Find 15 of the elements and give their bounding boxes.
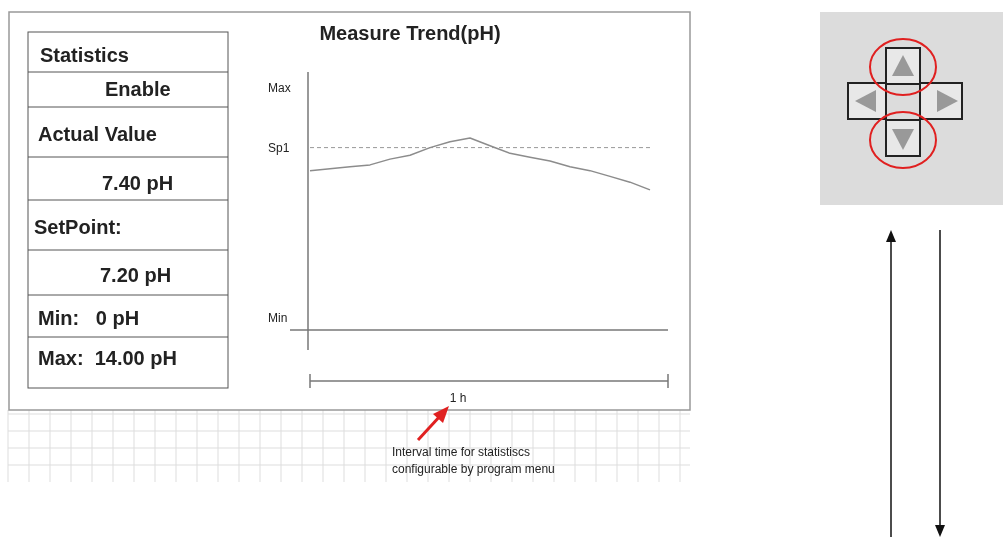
text: configurable by program menu [392, 462, 555, 476]
text: SetPoint: [34, 216, 122, 238]
text: Min: 0 pH [38, 307, 140, 329]
text: Min [268, 311, 288, 325]
text: Interval time for statistiscs [392, 445, 531, 459]
text: Statistics [40, 44, 129, 66]
text: Max: 14.00 pH [38, 347, 177, 369]
text: 1 h [449, 391, 467, 405]
text: Actual Value [38, 123, 157, 145]
text: 7.40 pH [102, 172, 174, 194]
ref-line-label: Sp1 [268, 140, 290, 155]
text: 7.20 pH [100, 264, 172, 286]
chart-title: Measure Trend(pH) [319, 22, 501, 44]
text: Enable [105, 78, 171, 100]
text: Max [268, 81, 291, 95]
